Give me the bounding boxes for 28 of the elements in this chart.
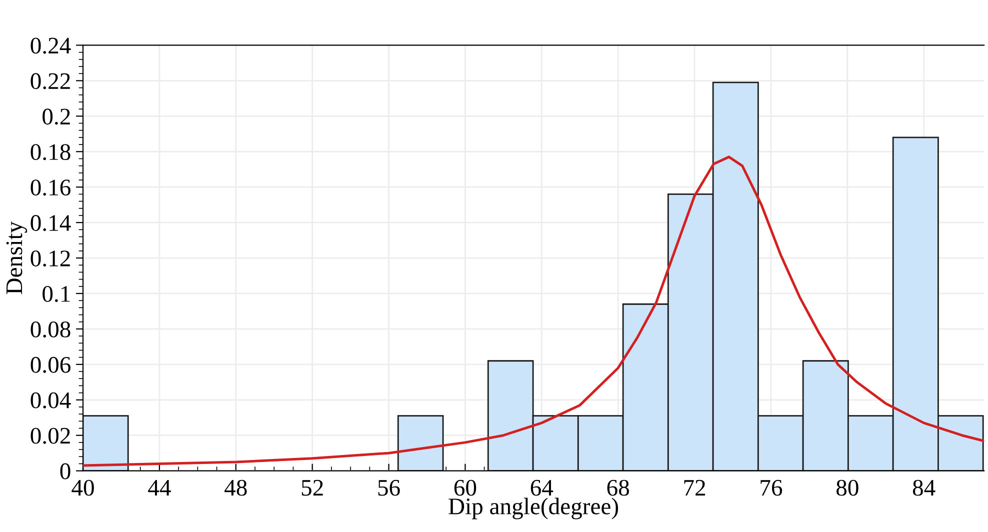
x-tick-label: 72 [684, 480, 706, 496]
y-tick-label: 0.06 [30, 356, 70, 373]
x-tick-label: 68 [607, 480, 629, 496]
x-tick-label: 44 [148, 480, 171, 496]
x-axis-title: Dip angle(degree) [448, 498, 618, 520]
y-tick-label: 0.24 [30, 38, 71, 54]
x-tick-label: 60 [454, 480, 476, 496]
x-tick-label: 64 [530, 480, 554, 496]
y-tick-label: 0.12 [30, 250, 70, 267]
x-tick-label: 52 [302, 480, 323, 496]
x-tick-label: 40 [72, 480, 94, 496]
x-tick-label: 56 [378, 480, 400, 496]
y-tick-label: 0.02 [30, 428, 70, 444]
x-tick-label: 84 [912, 480, 936, 496]
y-tick-label: 0.14 [30, 215, 71, 232]
line-series [82, 156, 984, 467]
y-tick-label: 0.04 [30, 392, 71, 408]
y-tick-label: 0.22 [30, 73, 70, 90]
x-tick-label: 80 [836, 480, 858, 496]
y-tick-label: 0 [60, 463, 70, 480]
y-axis-title: Density [6, 221, 28, 294]
x-tick-label: 76 [760, 480, 782, 496]
y-tick-label: 0.16 [30, 180, 70, 196]
x-tick-label: 48 [224, 480, 247, 496]
y-tick-label: 0.1 [42, 286, 70, 302]
y-tick-label: 0.08 [30, 321, 70, 338]
y-tick-label: 0.2 [42, 108, 70, 125]
y-tick-label: 0.18 [30, 144, 70, 160]
